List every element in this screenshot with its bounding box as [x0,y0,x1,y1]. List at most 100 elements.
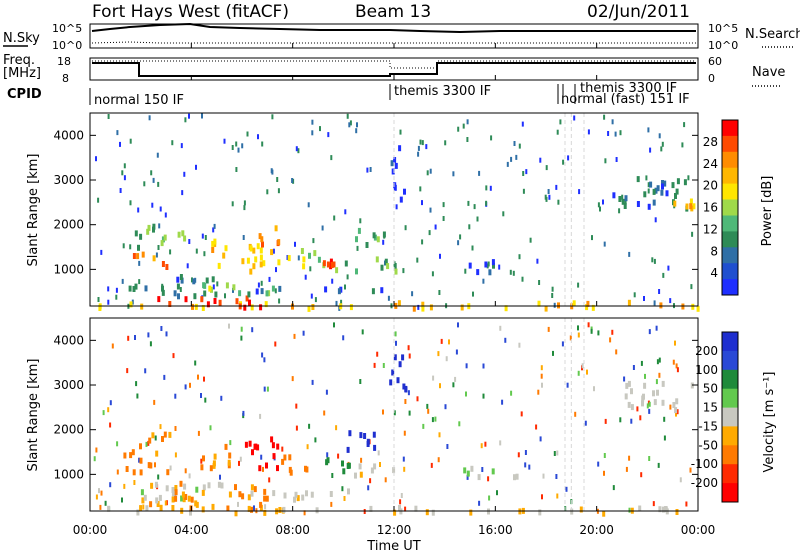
echo-speck [195,164,197,170]
y-tick-label: 2000 [53,423,84,437]
echo-cell [277,239,281,246]
echo-cell [591,304,595,311]
echo-speck [640,472,643,478]
echo-cell [391,369,395,376]
echo-speck [266,189,269,195]
echo-speck [538,280,541,285]
echo-speck [160,326,163,331]
echo-speck [425,144,428,150]
colorbar-frame [721,119,739,296]
echo-speck [574,411,577,417]
echo-cell [276,443,280,450]
echo-cell [355,236,358,243]
echo-cell [332,261,336,268]
echo-speck [131,299,134,305]
search-tick-top: 10^5 [708,22,738,35]
echo-cell [259,501,263,508]
echo-cell [390,160,394,167]
echo-cell [247,494,251,501]
echo-speck [555,184,558,190]
echo-speck [586,369,588,375]
y-tick-label: 1000 [53,262,84,276]
echo-cell [161,285,164,292]
echo-speck [597,202,600,208]
echo-cell [311,304,315,310]
x-tick-label: 20:00 [579,523,614,537]
echo-speck [361,329,364,335]
echo-speck [658,372,661,378]
echo-cell [180,495,184,502]
echo-speck [308,423,311,429]
echo-speck [472,291,474,297]
echo-speck [150,170,153,176]
echo-speck [200,458,203,464]
echo-speck [201,113,203,119]
echo-speck [457,126,460,132]
echo-speck [107,299,110,305]
echo-speck [521,121,524,127]
echo-speck [421,140,424,146]
echo-cell [307,305,311,312]
echo-cell [672,402,676,408]
echo-cell [658,506,662,513]
echo-cell [287,255,291,262]
echo-speck [165,331,168,337]
echo-speck [437,457,440,463]
echo-speck [553,302,556,308]
echo-cell [393,509,397,516]
echo-cell [161,236,165,243]
echo-speck [619,417,622,423]
echo-speck [149,341,152,347]
echo-cell [683,179,687,186]
freq-tick-top: 18 [57,55,71,68]
echo-cell [305,466,309,473]
echo-cell [160,240,164,247]
echo-cell [656,389,659,396]
echo-speck [261,352,264,358]
echo-speck [426,403,429,409]
date-label: 02/Jun/2011 [587,2,690,22]
echo-cell [265,495,269,502]
echo-speck [536,258,539,264]
echo-cell [139,443,142,450]
echo-speck [223,138,226,144]
echo-speck [95,494,98,500]
x-tick-label: 04:00 [174,523,209,537]
colorbar-tick-label: -200 [691,476,718,490]
echo-speck [597,330,600,336]
echo-speck [356,122,358,128]
echo-cell [282,506,286,513]
echo-speck [377,450,380,456]
echo-speck [164,500,167,506]
echo-speck [478,170,481,176]
velocity-colorbar: 200 100 50 15 -15 -50 -100 -200 [691,331,739,503]
echo-speck [343,496,346,501]
echo-speck [154,462,156,468]
echo-cell [161,436,164,442]
echo-speck [648,401,651,407]
echo-speck [95,156,97,162]
echo-cell [173,290,177,297]
echo-cell [347,462,351,469]
echo-speck [419,139,422,145]
colorbar-tick-label: 15 [703,401,718,415]
echo-speck [419,186,422,192]
echo-speck [522,171,525,176]
echo-speck [444,140,447,146]
echo-cell [394,162,398,169]
echo-cell [342,468,346,475]
echo-speck [548,194,551,200]
colorbar-tick-label: -100 [691,457,718,471]
echo-speck [393,410,396,416]
echo-cell [128,285,132,292]
colorbar-swatch [722,369,738,390]
echo-speck [647,182,650,188]
echo-speck [457,240,460,246]
echo-speck [239,456,242,462]
colorbar-tick-label: 50 [703,382,718,396]
search-noise-trace [91,41,696,44]
echo-speck [541,382,543,388]
echo-speck [302,330,305,336]
echo-speck [429,168,432,174]
echo-cell [209,465,213,472]
